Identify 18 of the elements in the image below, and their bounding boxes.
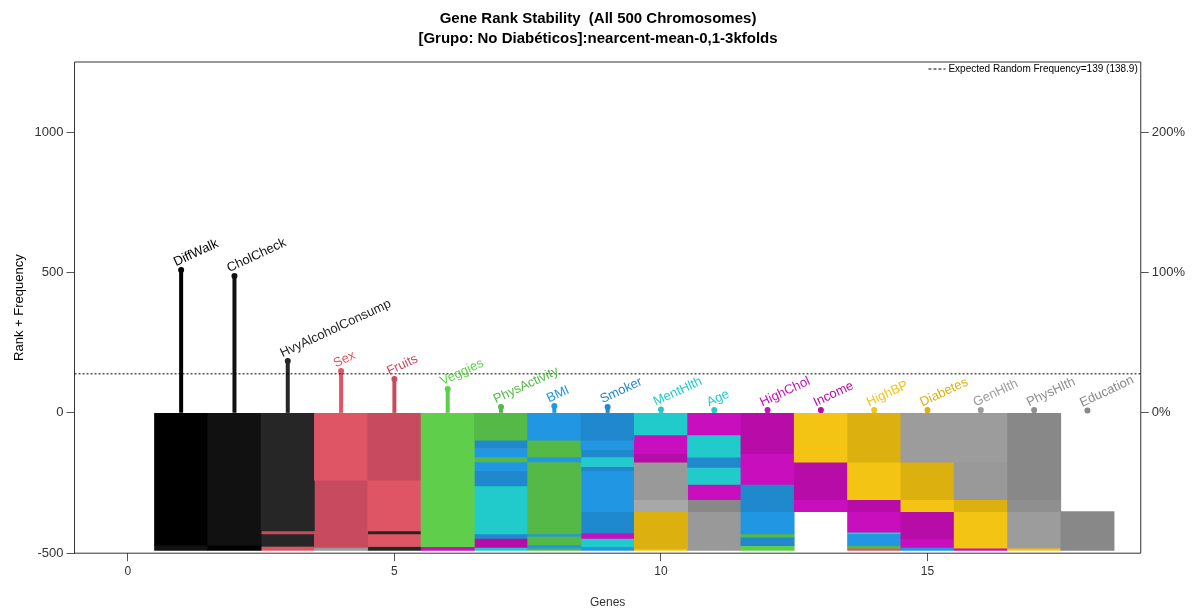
x-axis-title: Genes: [589, 595, 626, 610]
y2-tick-label: 0%: [1151, 404, 1171, 420]
x-tick-label: 10: [654, 563, 668, 578]
annotation: Age: [703, 385, 732, 410]
y-tick-label: 500: [41, 264, 64, 280]
y-tick-label: 0: [56, 404, 64, 420]
y-tick-label: 1000: [34, 123, 64, 139]
y2-tick-label: 100%: [1151, 264, 1186, 280]
y-axis-title: Rank + Frequency: [11, 253, 27, 361]
chart-subtitle: [Grupo: No Diabéticos]:nearcent-mean-0,1-3kfolds: [418, 29, 778, 47]
y-tick-label: -500: [37, 544, 64, 560]
legend-label: Expected Random Frequency=139 (138.9): [948, 62, 1138, 74]
x-tick-label: 5: [391, 563, 399, 578]
x-tick-label: 15: [920, 563, 935, 578]
annotation: Fruits: [384, 350, 421, 378]
y2-tick-label: 200%: [1151, 123, 1186, 139]
x-tick-label: 0: [124, 563, 132, 578]
chart-title: Gene Rank Stability (All 500 Chromosomes): [439, 9, 757, 27]
